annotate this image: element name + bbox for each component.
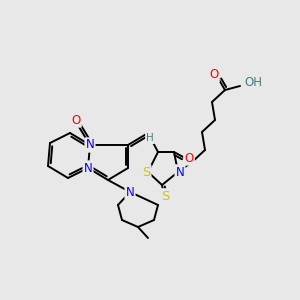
Text: N: N <box>84 161 92 175</box>
Text: O: O <box>71 113 81 127</box>
Text: OH: OH <box>244 76 262 89</box>
Text: N: N <box>126 185 134 199</box>
Text: N: N <box>176 166 184 178</box>
Text: H: H <box>146 133 154 143</box>
Text: O: O <box>184 152 194 164</box>
Text: S: S <box>161 190 169 202</box>
Text: O: O <box>209 68 219 82</box>
Text: S: S <box>142 166 150 178</box>
Text: N: N <box>85 139 94 152</box>
